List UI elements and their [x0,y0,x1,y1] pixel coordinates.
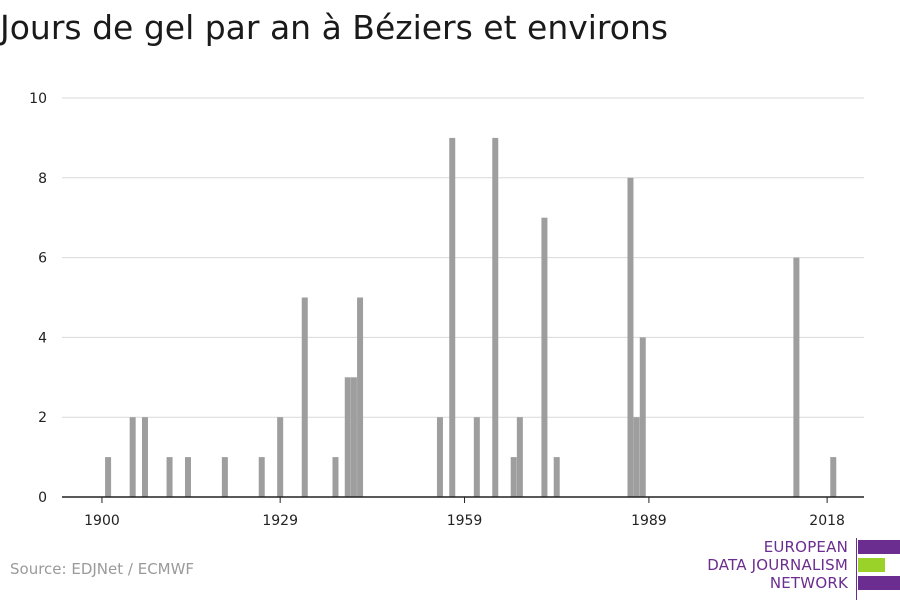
y-tick-label: 0 [38,490,47,506]
bar[interactable] [166,457,173,497]
bar[interactable] [633,417,640,497]
bar[interactable] [105,457,112,497]
bar[interactable] [436,417,443,497]
logo-divider [856,538,857,600]
bar[interactable] [357,297,364,498]
bar[interactable] [449,137,456,497]
gridlines [62,97,864,418]
bar[interactable] [553,457,560,497]
bar[interactable] [129,417,136,497]
bar[interactable] [332,457,339,497]
y-tick-label: 4 [38,330,47,346]
bar[interactable] [301,297,308,498]
bar[interactable] [627,177,634,498]
x-tick-label: 1929 [262,513,298,529]
logo-text-line: DATA JOURNALISM [707,556,848,574]
logo-bar [858,576,900,590]
bar[interactable] [258,457,265,497]
logo-text-line: EUROPEAN [763,538,848,556]
bar[interactable] [277,417,284,497]
bar[interactable] [492,137,499,497]
bar[interactable] [141,417,148,497]
bars [105,137,837,498]
logo-bar [858,540,900,554]
x-tick-label: 1959 [447,513,483,529]
bar[interactable] [516,417,523,497]
bar[interactable] [221,457,228,497]
bar[interactable] [473,417,480,497]
bar[interactable] [184,457,191,497]
y-tick-label: 10 [29,91,47,107]
bar[interactable] [344,377,351,497]
bar[interactable] [541,217,548,497]
logo-bar [858,558,885,572]
y-tick-label: 8 [38,171,47,187]
bar[interactable] [350,377,357,497]
logo-text-line: NETWORK [769,574,848,592]
bar[interactable] [510,457,517,497]
chart-title: Jours de gel par an à Béziers et environ… [0,8,669,47]
x-tick-label: 2018 [809,513,845,529]
bar[interactable] [830,457,837,497]
axes: 0 2 4 6 8 10 1900 1929 1959 1989 2018 [29,91,864,529]
x-tick-label: 1900 [84,513,120,529]
source-note: Source: EDJNet / ECMWF [10,560,195,578]
edjnet-logo[interactable]: EUROPEAN DATA JOURNALISM NETWORK [700,538,900,600]
y-tick-label: 6 [38,251,47,267]
bar[interactable] [793,257,800,497]
bar[interactable] [639,337,646,497]
x-tick-label: 1989 [631,513,667,529]
bar-chart: 0 2 4 6 8 10 1900 1929 1959 1989 2018 [29,91,864,529]
y-tick-label: 2 [38,410,47,426]
